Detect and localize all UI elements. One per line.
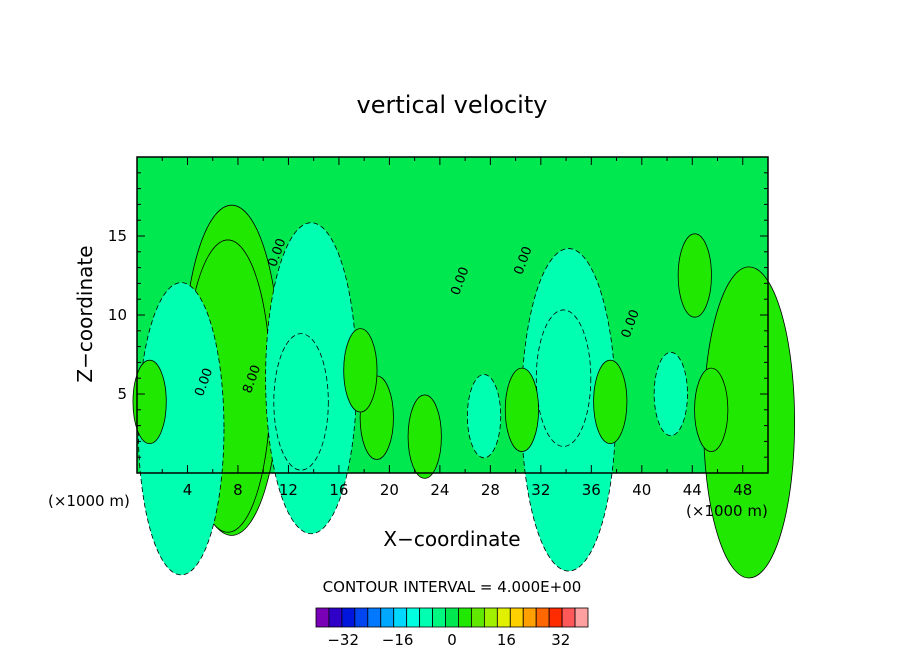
x-unit-right: (×1000 m) <box>686 502 768 520</box>
colorbar-swatch <box>561 607 576 628</box>
field-contour <box>677 233 712 318</box>
y-tick-label: 5 <box>117 385 127 403</box>
colorbar-tick-label: 32 <box>551 631 570 649</box>
x-tick-label: 40 <box>632 481 651 499</box>
colorbar-swatch <box>315 607 330 628</box>
x-tick-label: 28 <box>481 481 500 499</box>
colorbar-swatch <box>380 607 395 628</box>
colorbar-swatch <box>445 607 459 628</box>
x-tick-label: 32 <box>531 481 550 499</box>
x-tick-label: 4 <box>183 481 193 499</box>
colorbar-tick-label: 16 <box>497 631 516 649</box>
colorbar-swatch <box>471 607 485 628</box>
colorbar-swatch <box>406 607 421 628</box>
colorbar-swatch <box>574 607 589 628</box>
y-tick-label: 10 <box>108 306 127 324</box>
colorbar-swatch <box>432 607 446 628</box>
plot-area <box>132 157 796 579</box>
field-contour <box>407 394 442 479</box>
colorbar-swatch <box>354 607 369 628</box>
x-tick-label: 12 <box>279 481 298 499</box>
colorbar-swatch <box>458 607 472 628</box>
y-tick-label: 15 <box>108 227 127 245</box>
colorbar-swatch <box>483 607 498 628</box>
field-contour <box>466 374 502 459</box>
x-axis: 4 8 12 16 20 24 28 32 36 40 44 48 <box>136 157 769 499</box>
contour-interval-note: CONTOUR INTERVAL = 4.000E+00 <box>323 578 582 596</box>
field-contour <box>343 328 378 413</box>
colorbar-swatch <box>522 607 537 628</box>
field-contour <box>504 367 539 452</box>
field-contour <box>137 282 225 576</box>
field-contour <box>535 309 592 447</box>
field-contour <box>132 359 167 445</box>
x-tick-label: 16 <box>329 481 348 499</box>
colorbar-swatch <box>328 607 343 628</box>
x-tick-label: 20 <box>380 481 399 499</box>
colorbar-tick-label: −16 <box>382 631 414 649</box>
colorbar-swatch <box>367 607 382 628</box>
contour-labels: 0.000.00 8.000.000.000.00 <box>192 237 643 399</box>
x-tick-label: 44 <box>683 481 702 499</box>
colorbar-swatch <box>419 607 433 628</box>
field-contour <box>694 367 729 452</box>
field-contour <box>653 351 688 437</box>
y-axis: 5 10 15 <box>108 172 768 458</box>
x-tick-label: 24 <box>430 481 449 499</box>
x-tick-label: 8 <box>233 481 243 499</box>
colorbar: −32 −16 0 16 32 <box>315 607 589 649</box>
y-axis-label: Z−coordinate <box>73 245 97 382</box>
x-tick-label: 48 <box>733 481 752 499</box>
x-unit-left: (×1000 m) <box>48 492 130 510</box>
field-contour <box>593 359 628 445</box>
colorbar-tick-label: −32 <box>327 631 359 649</box>
colorbar-swatch <box>393 607 408 628</box>
field-contour <box>273 333 329 471</box>
colorbar-swatch <box>548 607 563 628</box>
colorbar-swatch <box>535 607 550 628</box>
colorbar-swatch <box>496 607 511 628</box>
chart-title: vertical velocity <box>357 91 548 119</box>
x-tick-label: 36 <box>582 481 601 499</box>
x-axis-label: X−coordinate <box>383 527 520 551</box>
colorbar-swatch <box>509 607 524 628</box>
colorbar-tick-label: 0 <box>447 631 457 649</box>
colorbar-swatch <box>341 607 356 628</box>
